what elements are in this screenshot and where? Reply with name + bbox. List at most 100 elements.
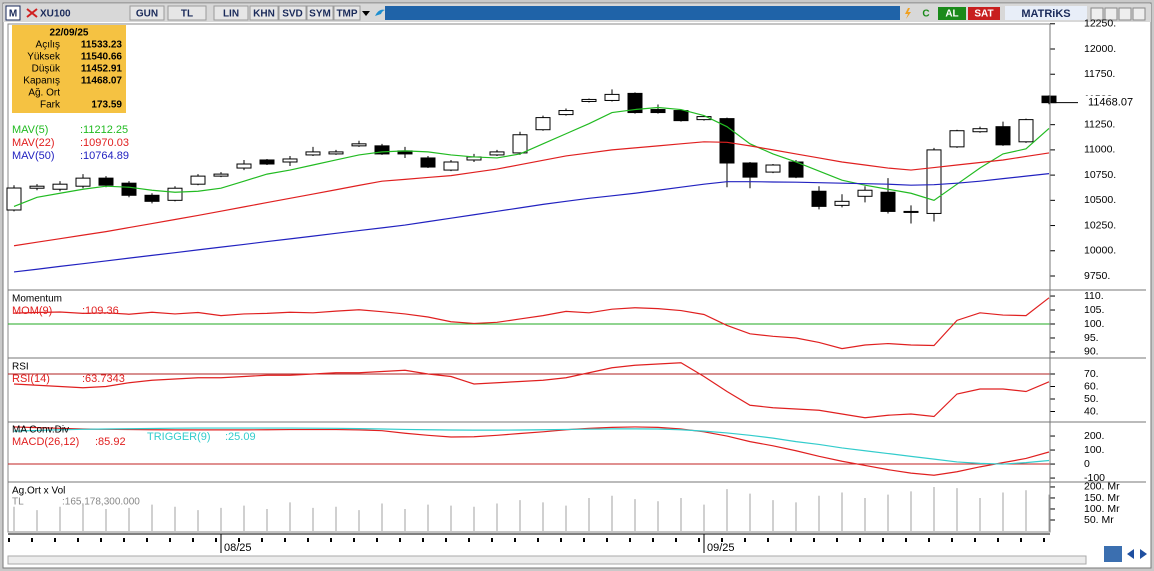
y-tick-label: 10000. bbox=[1084, 245, 1116, 257]
brand: MATRiKS bbox=[1021, 8, 1070, 20]
y-tick-label: 150. Mr bbox=[1084, 492, 1120, 504]
candle-body bbox=[512, 134, 528, 154]
candle-body bbox=[903, 210, 919, 213]
y-tick-label: 10500. bbox=[1084, 194, 1116, 206]
indicator-line bbox=[13, 297, 1050, 350]
last-price-label: 11468.07 bbox=[1088, 97, 1133, 109]
panel-title: Ag.Ort x Vol bbox=[12, 486, 65, 497]
y-tick-label: -100 bbox=[1084, 472, 1105, 484]
toolbar-button[interactable] bbox=[306, 5, 334, 21]
y-tick-label: 10250. bbox=[1084, 219, 1116, 231]
candle-body bbox=[627, 92, 643, 114]
toolbar-button[interactable] bbox=[129, 5, 165, 21]
candle-body bbox=[535, 117, 551, 131]
legend-name: MAV(50) bbox=[12, 150, 55, 162]
candle-body bbox=[811, 190, 827, 207]
window-button[interactable] bbox=[1132, 7, 1146, 21]
legend-value: :85.92 bbox=[95, 436, 126, 448]
y-tick-label: 0 bbox=[1084, 458, 1090, 470]
y-tick-label: 60. bbox=[1084, 380, 1099, 392]
window-button[interactable] bbox=[1090, 7, 1104, 21]
last-price-tag-bg bbox=[1080, 95, 1140, 110]
legend-name: RSI(14) bbox=[12, 373, 50, 385]
y-tick-label: 50. bbox=[1084, 393, 1099, 405]
candle-body bbox=[75, 177, 91, 187]
candle-body bbox=[765, 164, 781, 173]
legend-value: :165,178,300.000 bbox=[62, 497, 140, 508]
toolbar-button-label[interactable]: TMP bbox=[336, 9, 357, 20]
toolbar-button-label[interactable]: SYM bbox=[309, 9, 331, 20]
y-tick-label: 70. bbox=[1084, 368, 1099, 380]
candle-body bbox=[650, 109, 666, 114]
indicator-line bbox=[13, 426, 1050, 476]
info-label: Fark bbox=[40, 100, 61, 111]
scroll-arrows[interactable] bbox=[1127, 549, 1147, 559]
twitter-icon[interactable] bbox=[375, 9, 385, 16]
scrollbar[interactable] bbox=[7, 555, 1087, 565]
indicator-line bbox=[13, 173, 1050, 273]
y-tick-label: 9750. bbox=[1084, 270, 1110, 282]
legend-value: :63.7343 bbox=[82, 373, 125, 385]
refresh-button[interactable] bbox=[1104, 546, 1122, 562]
info-label: Yüksek bbox=[27, 52, 61, 63]
candle-body bbox=[719, 118, 735, 164]
toolbar-button-label[interactable]: TL bbox=[181, 9, 193, 20]
y-tick-label: 100. bbox=[1084, 444, 1104, 456]
info-label: Düşük bbox=[32, 64, 61, 75]
toolbar-button-label[interactable]: LIN bbox=[223, 9, 239, 20]
toolbar-button-label[interactable]: GUN bbox=[136, 9, 158, 20]
candle-body bbox=[581, 98, 597, 102]
y-tick-label: 90. bbox=[1084, 346, 1099, 358]
y-tick-label: 105. bbox=[1084, 304, 1104, 316]
legend-value: :10970.03 bbox=[80, 137, 129, 149]
candle-body bbox=[6, 187, 22, 211]
y-tick-label: 11750. bbox=[1084, 68, 1115, 80]
legend-name: MACD(26,12) bbox=[12, 436, 79, 448]
panel-title: MA Conv.Div bbox=[12, 425, 69, 436]
candle-body bbox=[213, 173, 229, 177]
candle-body bbox=[305, 151, 321, 156]
candle-body bbox=[98, 177, 114, 186]
logo: M bbox=[9, 9, 17, 20]
plot-area bbox=[7, 23, 1051, 533]
y-tick-label: 100. Mr bbox=[1084, 503, 1120, 515]
candle-body bbox=[190, 175, 206, 185]
c-button[interactable]: C bbox=[922, 9, 929, 20]
toolbar-button-label[interactable]: KHN bbox=[253, 9, 275, 20]
toolbar-button[interactable] bbox=[167, 5, 207, 21]
window-buttons bbox=[1090, 7, 1146, 21]
toolbar-button[interactable] bbox=[249, 5, 279, 21]
info-label: Ağ. Ort bbox=[28, 88, 60, 99]
candle-body bbox=[834, 200, 850, 206]
dropdown-arrow[interactable] bbox=[362, 11, 370, 16]
close-symbol-icon[interactable] bbox=[26, 8, 38, 18]
sell-button[interactable]: SAT bbox=[974, 9, 993, 20]
info-value: 11533.23 bbox=[81, 40, 123, 51]
buy-button-bg[interactable] bbox=[938, 7, 966, 20]
logo-box bbox=[5, 5, 21, 21]
toolbar-blue-bar bbox=[385, 6, 900, 20]
toolbar-button[interactable] bbox=[278, 5, 307, 21]
y-tick-label: 12000. bbox=[1084, 43, 1116, 55]
candle-body bbox=[328, 151, 344, 155]
sell-button-bg[interactable] bbox=[968, 7, 1000, 20]
y-tick-label: 12250. bbox=[1084, 18, 1116, 30]
legend-value: :25.09 bbox=[225, 431, 256, 443]
candle-body bbox=[420, 157, 436, 168]
candle-body bbox=[374, 145, 390, 155]
info-value: 173.59 bbox=[91, 100, 122, 111]
flash-icon[interactable] bbox=[905, 8, 911, 19]
legend-name: TRIGGER(9) bbox=[147, 431, 211, 443]
window-button[interactable] bbox=[1118, 7, 1132, 21]
panel-title: RSI bbox=[12, 362, 29, 373]
toolbar-button-label[interactable]: SVD bbox=[282, 9, 303, 20]
candle-body bbox=[604, 93, 620, 101]
symbol[interactable]: XU100 bbox=[40, 9, 71, 20]
window-button[interactable] bbox=[1104, 7, 1118, 21]
legend-value: :11212.25 bbox=[80, 124, 128, 136]
panel-title: Momentum bbox=[12, 294, 62, 305]
toolbar-button[interactable] bbox=[213, 5, 249, 21]
buy-button[interactable]: AL bbox=[945, 9, 958, 20]
toolbar-button[interactable] bbox=[333, 5, 361, 21]
y-tick-label: 110. bbox=[1084, 290, 1104, 302]
